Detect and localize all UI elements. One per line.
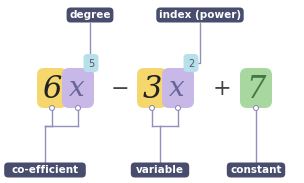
- FancyBboxPatch shape: [37, 68, 67, 108]
- Circle shape: [75, 106, 81, 111]
- FancyBboxPatch shape: [227, 163, 285, 178]
- Text: −: −: [111, 78, 129, 100]
- Text: degree: degree: [69, 10, 111, 20]
- Text: 5: 5: [88, 59, 94, 69]
- Text: 6: 6: [42, 74, 62, 104]
- FancyBboxPatch shape: [84, 54, 98, 72]
- FancyBboxPatch shape: [137, 68, 167, 108]
- FancyBboxPatch shape: [162, 68, 194, 108]
- Text: 2: 2: [188, 59, 194, 69]
- Text: 3: 3: [142, 74, 162, 104]
- Text: x: x: [169, 76, 185, 102]
- FancyBboxPatch shape: [156, 8, 244, 23]
- Text: co-efficient: co-efficient: [12, 165, 78, 175]
- Circle shape: [254, 106, 258, 111]
- Text: constant: constant: [230, 165, 282, 175]
- Text: +: +: [213, 78, 231, 100]
- Text: x: x: [69, 76, 85, 102]
- Text: index (power): index (power): [159, 10, 241, 20]
- FancyBboxPatch shape: [62, 68, 94, 108]
- FancyBboxPatch shape: [184, 54, 199, 72]
- FancyBboxPatch shape: [67, 8, 113, 23]
- FancyBboxPatch shape: [4, 163, 86, 178]
- Circle shape: [150, 106, 154, 111]
- FancyBboxPatch shape: [240, 68, 272, 108]
- FancyBboxPatch shape: [131, 163, 189, 178]
- Circle shape: [50, 106, 54, 111]
- Text: variable: variable: [136, 165, 184, 175]
- Circle shape: [175, 106, 181, 111]
- Text: 7: 7: [246, 74, 266, 104]
